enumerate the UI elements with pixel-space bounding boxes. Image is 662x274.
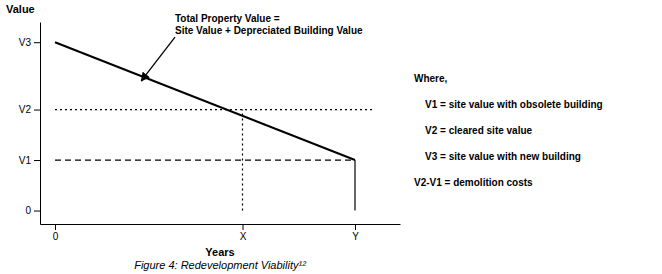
y-axis-line [40,23,41,225]
x-axis-title: Years [205,246,234,258]
y-tick-mark [34,42,40,43]
y-axis: 0 V1 V2 V3 [19,23,41,225]
y-tick-mark [34,160,40,161]
x-tick-mark [243,224,244,230]
y-tick-label: V3 [19,37,32,48]
plot: 0 X Y 0 V1 V2 V3 Total Property Value =Site Val… [19,13,401,242]
y-tick-mark [34,110,40,111]
series-line [55,109,374,110]
lines [55,42,374,210]
annotation-arrow [141,37,175,81]
x-tick: X [240,224,247,242]
x-tick-mark [55,224,56,230]
y-tick-label: V2 [19,104,32,115]
series-line [55,159,355,160]
y-tick-label: V1 [19,155,32,166]
y-tick-mark [34,211,40,212]
series-line [242,110,243,211]
x-tick: Y [352,224,359,242]
x-tick-mark [355,224,356,230]
note: V2 = cleared site value [414,125,533,136]
series-line [55,42,355,160]
y-tick: V2 [19,104,40,115]
annotations: Total Property Value =Site Value + Depre… [141,13,363,81]
chart: 0 X Y 0 V1 V2 V3 Total Property Value =Site Val… [0,0,662,274]
x-tick-label: X [240,231,247,242]
note: V3 = site value with new building [414,151,581,162]
note: V1 = site value with obsolete building [414,99,603,110]
y-tick: V3 [19,37,40,48]
y-tick-label: 0 [25,205,31,216]
x-tick-label: 0 [53,231,59,242]
note: V2-V1 = demolition costs [414,177,533,188]
title: Figure 4: Redevelopment Viability¹² [134,259,306,271]
y-axis-title: Value [6,3,35,15]
y-tick: V1 [19,155,40,166]
annotation-text: Total Property Value =Site Value + Depre… [175,13,363,36]
x-axis: 0 X Y [41,224,401,242]
note: Where, [414,73,448,84]
x-axis-line [41,224,401,225]
y-tick: 0 [25,205,40,216]
series-line [354,160,355,211]
x-tick-label: Y [352,231,359,242]
x-tick: 0 [53,224,59,242]
notes: Where, V1 = site value with obsolete bui… [414,73,603,188]
